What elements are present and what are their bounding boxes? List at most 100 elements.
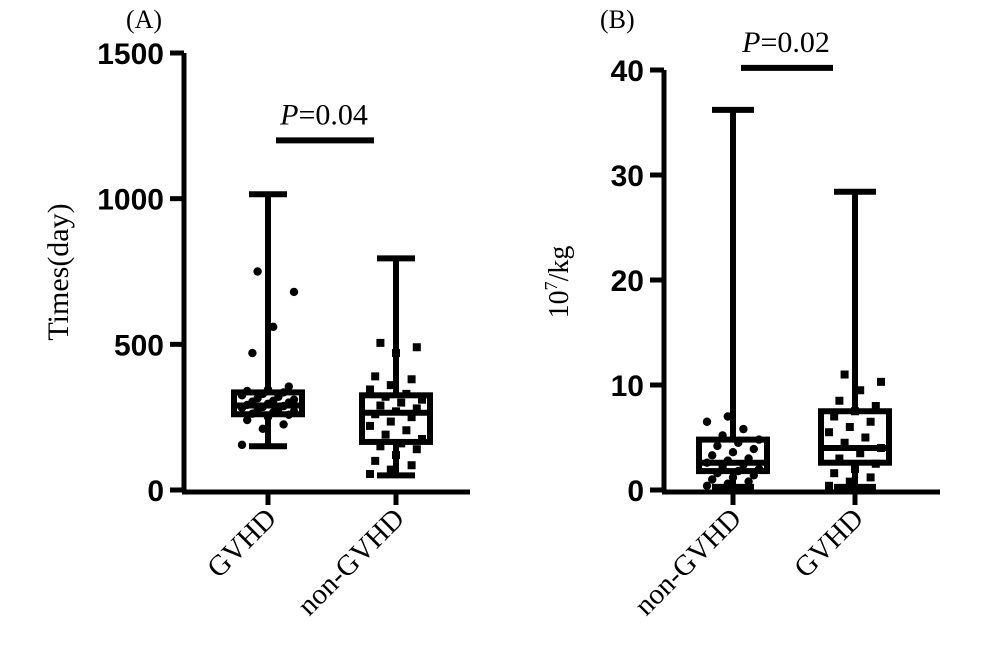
data-point — [289, 287, 299, 297]
data-point — [856, 449, 865, 458]
data-point — [366, 421, 374, 430]
data-point — [392, 451, 400, 460]
data-point — [386, 465, 395, 474]
data-point — [835, 396, 844, 405]
data-point — [392, 407, 400, 416]
panel-a-p-value: P=0.04 — [279, 98, 368, 131]
data-point — [830, 469, 839, 478]
data-point — [845, 477, 854, 486]
data-point — [713, 469, 722, 478]
y-tick-label: 40 — [611, 55, 644, 88]
data-point — [243, 386, 252, 396]
data-point — [376, 338, 385, 347]
data-point — [366, 385, 374, 394]
data-point — [412, 343, 421, 352]
data-point — [840, 370, 849, 379]
data-point — [702, 481, 712, 490]
box-non-gvhd — [696, 106, 770, 490]
data-point — [253, 267, 262, 276]
data-point — [392, 349, 400, 358]
panel-a-label: (A) — [126, 5, 162, 34]
panel-a-y-axis-label: Times(day) — [42, 203, 75, 340]
data-point — [386, 417, 395, 426]
x-tick-label: GVHD — [788, 502, 870, 584]
y-tick-label: 0 — [147, 475, 164, 508]
panel-b-boxes — [696, 106, 892, 490]
data-point — [371, 410, 380, 419]
data-point — [723, 456, 732, 465]
y-tick-label: 20 — [611, 265, 644, 298]
data-point — [412, 445, 421, 454]
box-gvhd — [818, 188, 892, 490]
data-point — [407, 461, 416, 470]
data-point — [381, 430, 390, 439]
x-tick-label: non-GVHD — [291, 502, 410, 621]
data-point — [376, 401, 385, 410]
y-tick-label: 10 — [611, 370, 644, 403]
panel-b-annotation: P=0.02 — [741, 26, 833, 71]
panel-b: (B) 107/kg 0 10 20 30 40 non-GVHD GVHD P=0.02 — [541, 5, 940, 622]
data-point — [840, 438, 849, 447]
data-point — [749, 444, 758, 454]
panel-a-boxes — [231, 191, 433, 479]
data-point — [402, 389, 411, 398]
data-point — [718, 462, 727, 472]
panel-b-ticks: 0 10 20 30 40 non-GVHD GVHD — [611, 55, 870, 622]
data-point — [263, 385, 273, 394]
data-point — [877, 444, 885, 452]
data-point — [418, 435, 426, 444]
iqr-box — [359, 392, 433, 445]
data-point — [866, 417, 875, 426]
data-point — [407, 413, 416, 422]
data-point — [825, 481, 833, 490]
data-point — [713, 441, 722, 451]
data-point — [754, 435, 764, 444]
data-point — [279, 388, 288, 397]
data-point — [248, 348, 257, 358]
data-point — [702, 417, 712, 426]
data-point — [871, 402, 880, 410]
data-point — [734, 466, 743, 476]
data-point — [371, 372, 380, 381]
y-tick-label: 1500 — [97, 38, 164, 71]
data-point — [825, 428, 833, 437]
data-point — [702, 458, 712, 467]
data-point — [871, 459, 880, 468]
data-point — [269, 322, 278, 332]
y-tick-label: 500 — [114, 329, 164, 362]
data-point — [258, 424, 267, 434]
data-point — [397, 398, 406, 407]
data-point — [418, 395, 426, 404]
data-point — [376, 442, 385, 451]
data-point — [851, 407, 859, 416]
y-tick-label: 0 — [627, 475, 644, 508]
data-point — [866, 473, 875, 482]
data-point — [371, 456, 380, 465]
panel-b-label: (B) — [600, 5, 635, 34]
data-point — [407, 375, 416, 384]
data-point — [739, 460, 748, 469]
data-point — [728, 448, 738, 457]
data-point — [723, 412, 732, 421]
data-point — [412, 404, 421, 413]
data-point — [708, 475, 717, 484]
data-point — [289, 407, 299, 416]
data-point — [279, 420, 288, 429]
data-point — [397, 439, 406, 448]
x-tick-label: non-GVHD — [628, 502, 747, 621]
y-tick-label: 1000 — [97, 184, 164, 217]
data-point — [744, 454, 753, 463]
data-point — [877, 377, 885, 386]
data-point — [289, 395, 299, 404]
panel-a-annotation: P=0.04 — [276, 98, 374, 144]
data-point — [830, 412, 839, 421]
data-point — [723, 479, 732, 488]
panel-b-y-axis-label: 107/kg — [541, 246, 575, 319]
data-point — [856, 386, 865, 395]
data-point — [381, 392, 390, 401]
iqr-box — [696, 436, 770, 475]
data-point — [718, 431, 727, 440]
data-point — [861, 433, 870, 442]
